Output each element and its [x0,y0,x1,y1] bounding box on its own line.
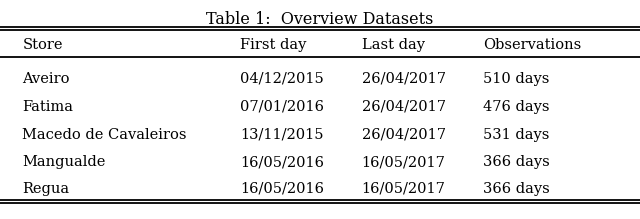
Text: 366 days: 366 days [483,155,550,169]
Text: 510 days: 510 days [483,72,550,86]
Text: 13/11/2015: 13/11/2015 [240,128,323,142]
Text: 531 days: 531 days [483,128,550,142]
Text: First day: First day [240,38,307,52]
Text: Macedo de Cavaleiros: Macedo de Cavaleiros [22,128,187,142]
Text: 26/04/2017: 26/04/2017 [362,72,445,86]
Text: Fatima: Fatima [22,100,74,114]
Text: 366 days: 366 days [483,182,550,196]
Text: 16/05/2016: 16/05/2016 [240,182,324,196]
Text: 16/05/2017: 16/05/2017 [362,155,445,169]
Text: 26/04/2017: 26/04/2017 [362,100,445,114]
Text: 07/01/2016: 07/01/2016 [240,100,324,114]
Text: 476 days: 476 days [483,100,550,114]
Text: Last day: Last day [362,38,424,52]
Text: 04/12/2015: 04/12/2015 [240,72,324,86]
Text: Regua: Regua [22,182,70,196]
Text: Aveiro: Aveiro [22,72,70,86]
Text: Mangualde: Mangualde [22,155,106,169]
Text: Observations: Observations [483,38,582,52]
Text: 16/05/2016: 16/05/2016 [240,155,324,169]
Text: 26/04/2017: 26/04/2017 [362,128,445,142]
Text: Store: Store [22,38,63,52]
Text: Table 1:  Overview Datasets: Table 1: Overview Datasets [206,11,434,28]
Text: 16/05/2017: 16/05/2017 [362,182,445,196]
